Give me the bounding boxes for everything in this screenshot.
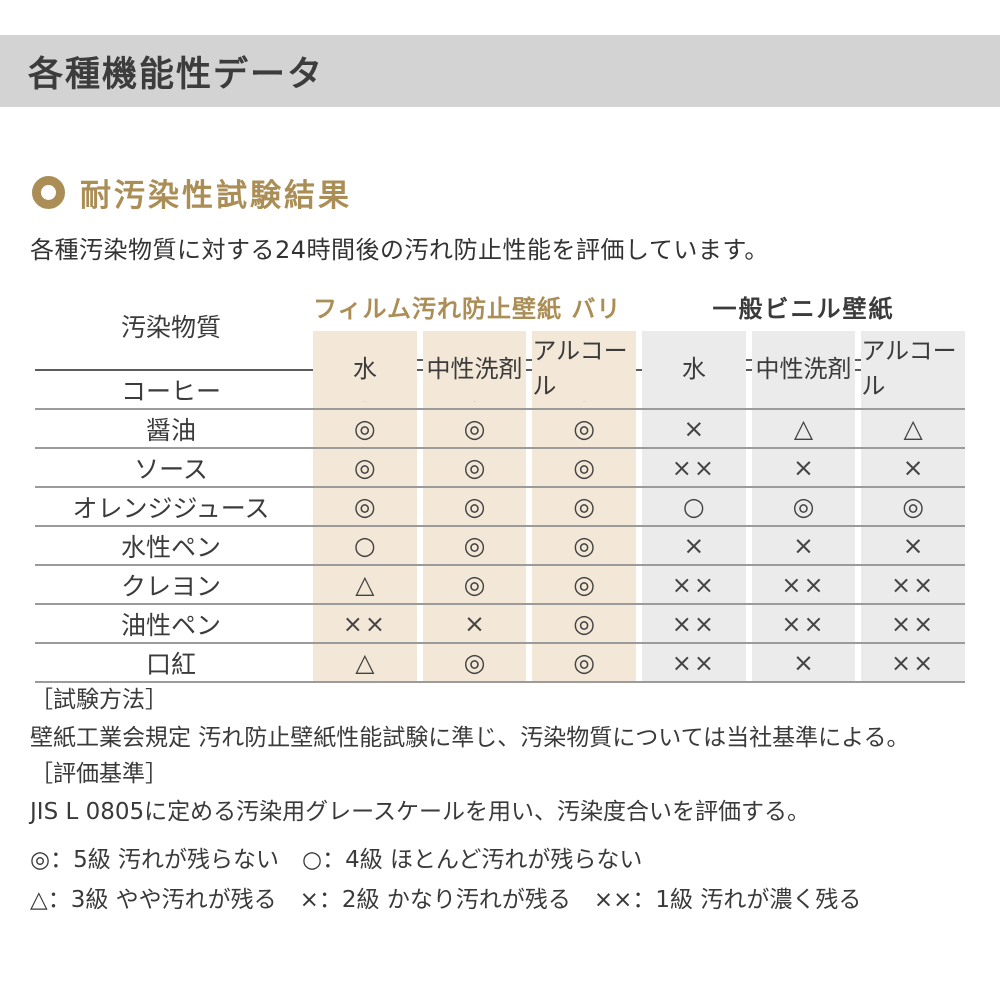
result-cell: ○ <box>313 527 417 564</box>
legend-line-2: △：3級 やや汚れが残る ×：2級 かなり汚れが残る ××：1級 汚れが濃く残る <box>30 887 862 913</box>
criteria-text: JIS L 0805に定める汚染用グレースケールを用い、汚染度合いを評価する。 <box>30 799 810 825</box>
result-cell: ◎ <box>422 449 527 486</box>
section-title: 耐汚染性試験結果 <box>80 178 352 214</box>
legend-line-1: ◎：5級 汚れが残らない ○：4級 ほとんど汚れが残らない <box>30 847 643 873</box>
result-cell: × <box>641 527 746 564</box>
test-method-label: ［試験方法］ <box>30 687 168 713</box>
result-cell: × <box>641 410 746 447</box>
contaminant-label: クレヨン <box>120 571 221 601</box>
result-cell: ◎ <box>313 410 417 447</box>
result-cell: ◎ <box>532 449 636 486</box>
result-cell: △ <box>861 410 965 447</box>
subheader-water-general: 水 <box>641 331 746 401</box>
result-cell: ◎ <box>422 410 527 447</box>
result-cell: × <box>751 449 856 486</box>
result-cell: × <box>422 605 527 642</box>
result-cell: ◎ <box>532 566 636 603</box>
contaminant-label: 水性ペン <box>120 532 221 562</box>
notes-section: ［試験方法］ 壁紙工業会規定 汚れ防止壁紙性能試験に準じ、汚染物質については当社… <box>30 682 975 918</box>
table-row: 醤油 ◎ ◎ ◎ × △ △ <box>35 410 965 449</box>
ring-bullet-icon <box>32 176 65 209</box>
result-cell: ◎ <box>532 410 636 447</box>
result-cell: ◎ <box>751 488 856 525</box>
section-header: 耐汚染性試験結果 <box>32 170 352 215</box>
table-row: 口紅 △ ◎ ◎ ×× × ×× <box>35 644 965 683</box>
result-cell: ◎ <box>422 566 527 603</box>
contaminant-label: オレンジジュース <box>72 493 270 523</box>
result-cell: ◎ <box>422 488 527 525</box>
subheader-alcohol-general: アルコール <box>861 331 965 401</box>
table-row: ソース ◎ ◎ ◎ ×× × × <box>35 449 965 488</box>
result-cell: △ <box>751 410 856 447</box>
subheader-row: 水 中性洗剤 アルコール 水 中性洗剤 アルコール <box>35 331 965 401</box>
page-header-band: 各種機能性データ <box>0 35 1000 107</box>
contaminant-label: 醤油 <box>145 415 196 445</box>
result-cell: ×× <box>641 605 746 642</box>
result-cell: ×× <box>861 566 965 603</box>
table-body: コーヒー◎◎◎△△△醤油◎◎◎×△△ソース◎◎◎××××オレンジジュース◎◎◎○… <box>35 371 965 683</box>
subheader-detergent-film: 中性洗剤 <box>422 331 527 401</box>
result-cell: ×× <box>641 449 746 486</box>
subheader-water-film: 水 <box>313 331 417 401</box>
contaminant-label: ソース <box>134 454 208 484</box>
result-cell: × <box>861 527 965 564</box>
result-cell: ◎ <box>861 488 965 525</box>
result-cell: ×× <box>641 644 746 681</box>
result-cell: ×× <box>313 605 417 642</box>
result-cell: ×× <box>861 644 965 681</box>
result-cell: ◎ <box>532 527 636 564</box>
table-header: 汚染物質 フィルム汚れ防止壁紙 バリアタイプ 一般ビニル壁紙 水 中性洗剤 アル… <box>35 283 965 401</box>
result-cell: ×× <box>641 566 746 603</box>
section-description: 各種汚染物質に対する24時間後の汚れ防止性能を評価しています。 <box>30 236 769 264</box>
contaminant-column-header: 汚染物質 <box>120 313 221 342</box>
result-cell: ◎ <box>422 644 527 681</box>
result-cell: ◎ <box>313 449 417 486</box>
result-cell: ◎ <box>313 488 417 525</box>
page-title: 各種機能性データ <box>28 54 325 95</box>
result-cell: ×× <box>861 605 965 642</box>
result-cell: △ <box>313 566 417 603</box>
table-row: オレンジジュース ◎ ◎ ◎ ○ ◎ ◎ <box>35 488 965 527</box>
table-row: 油性ペン ×× × ◎ ×× ×× ×× <box>35 605 965 644</box>
result-cell: ◎ <box>422 527 527 564</box>
test-method-text: 壁紙工業会規定 汚れ防止壁紙性能試験に準じ、汚染物質については当社基準による。 <box>30 725 910 751</box>
subheader-detergent-general: 中性洗剤 <box>751 331 856 401</box>
result-cell: ○ <box>641 488 746 525</box>
table-row: クレヨン △ ◎ ◎ ×× ×× ×× <box>35 566 965 605</box>
result-cell: ◎ <box>532 488 636 525</box>
result-cell: ◎ <box>532 605 636 642</box>
result-cell: × <box>751 527 856 564</box>
result-cell: × <box>751 644 856 681</box>
criteria-label: ［評価基準］ <box>30 761 168 787</box>
contaminant-label: 口紅 <box>145 649 196 679</box>
result-cell: ×× <box>751 605 856 642</box>
contaminant-label: 油性ペン <box>120 610 221 640</box>
result-cell: △ <box>313 644 417 681</box>
result-cell: ◎ <box>532 644 636 681</box>
result-cell: ×× <box>751 566 856 603</box>
table-row: 水性ペン ○ ◎ ◎ × × × <box>35 527 965 566</box>
subheader-alcohol-film: アルコール <box>532 331 636 401</box>
result-cell: × <box>861 449 965 486</box>
contaminant-label: コーヒー <box>120 376 221 406</box>
stain-resistance-table: 汚染物質 フィルム汚れ防止壁紙 バリアタイプ 一般ビニル壁紙 水 中性洗剤 アル… <box>35 283 965 683</box>
